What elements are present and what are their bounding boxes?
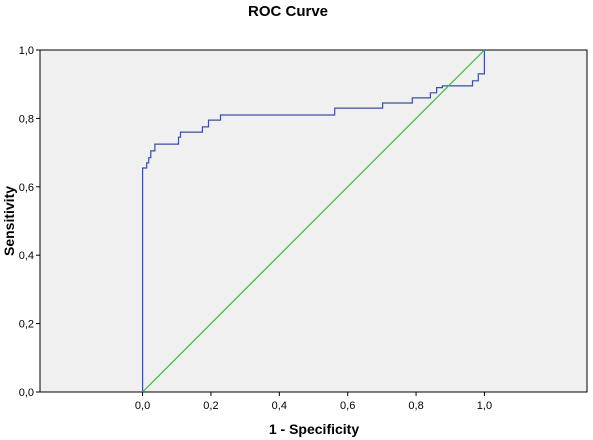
y-tick-label: 0,6 [19,182,34,194]
y-tick-label: 0,0 [19,387,34,399]
roc-curve-line [142,50,485,392]
y-axis-title: Sensitivity [1,186,17,256]
x-tick-label: 0,2 [203,400,218,412]
reference-diagonal-line [142,49,485,393]
x-axis-title: 1 - Specificity [269,421,359,437]
y-tick-label: 0,4 [19,250,34,262]
chart-title: ROC Curve [248,3,328,20]
x-tick-label: 1,0 [477,400,492,412]
x-tick-label: 0,4 [272,400,287,412]
x-tick-label: 0,8 [408,400,423,412]
x-tick-label: 0,0 [135,400,150,412]
y-tick-label: 0,2 [19,319,34,331]
series-layer [142,49,485,393]
y-tick-label: 0,8 [19,113,34,125]
y-tick-label: 1,0 [19,45,34,57]
x-tick-label: 0,6 [340,400,355,412]
y-axis-ticks: 0,0 0,2 0,4 0,6 0,8 1,0 [19,45,40,399]
x-axis-ticks: 0,0 0,2 0,4 0,6 0,8 1,0 [135,392,492,412]
